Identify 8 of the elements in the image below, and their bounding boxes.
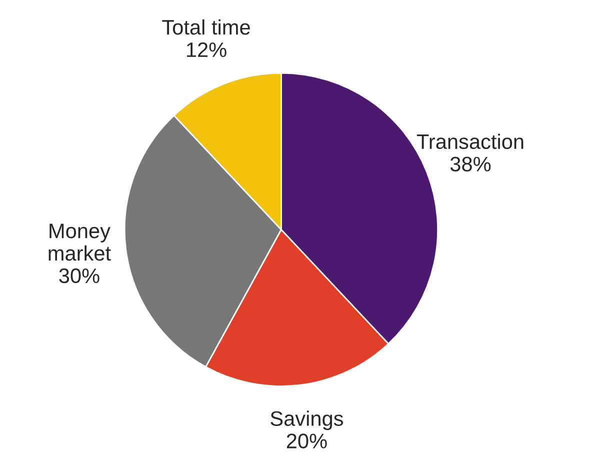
slice-label: Money market xyxy=(48,224,111,261)
slice-label: Savings xyxy=(270,410,344,430)
data-label: 12% xyxy=(186,42,226,58)
data-label: 38% xyxy=(450,156,491,172)
slice-label: Transaction xyxy=(416,134,524,150)
slice-label: Total time xyxy=(162,19,250,35)
data-label: 20% xyxy=(286,434,327,448)
data-label: 30% xyxy=(59,268,100,284)
